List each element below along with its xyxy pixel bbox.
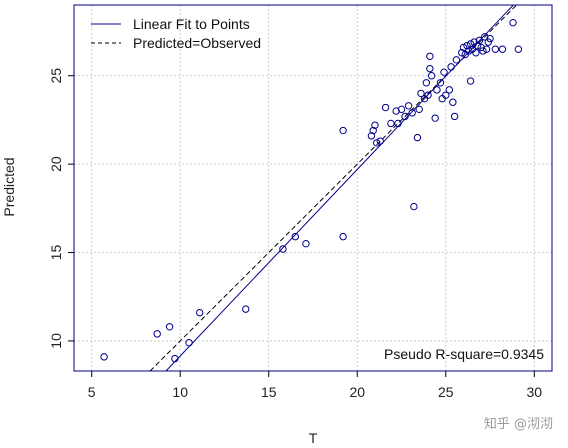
data-point — [100, 353, 108, 361]
data-point — [404, 102, 413, 110]
data-point — [413, 133, 422, 142]
identity-line-group — [149, 4, 517, 372]
data-point — [376, 137, 384, 145]
data-point — [367, 132, 376, 140]
data-point — [291, 232, 299, 241]
data-point — [410, 202, 418, 211]
fit-line — [165, 4, 514, 372]
data-point — [427, 72, 436, 80]
data-point — [465, 47, 473, 55]
x-tick-label: 30 — [527, 384, 543, 400]
data-point — [369, 126, 377, 135]
fit-line-group — [165, 4, 514, 372]
watermark: 知乎 @沏沏 — [484, 416, 553, 432]
data-point — [302, 239, 310, 248]
x-tick-label: 10 — [172, 384, 188, 400]
data-point — [185, 339, 193, 347]
data-point — [447, 63, 455, 71]
y-tick-label: 20 — [48, 156, 64, 172]
data-point — [401, 112, 409, 121]
y-tick-label: 10 — [48, 333, 64, 349]
data-point — [279, 245, 287, 253]
y-axis-title: Predicted — [1, 157, 17, 216]
data-point — [171, 354, 179, 363]
legend-label-identity: Predicted=Observed — [133, 35, 261, 51]
data-point — [431, 114, 439, 122]
data-point — [445, 86, 454, 94]
data-point — [438, 95, 446, 103]
data-point — [486, 34, 494, 43]
data-point — [472, 49, 480, 57]
data-point — [394, 119, 402, 128]
r-square-annotation: Pseudo R-square=0.9345 — [384, 346, 544, 362]
y-tick-label: 25 — [48, 68, 64, 84]
x-tick-label: 25 — [438, 384, 454, 400]
grid-lines — [74, 5, 552, 371]
x-tick-label: 5 — [88, 384, 96, 400]
data-point — [417, 89, 425, 98]
data-point — [422, 79, 431, 87]
data-point — [466, 40, 475, 48]
data-point — [426, 64, 434, 73]
data-point — [339, 126, 347, 135]
data-point — [452, 56, 461, 64]
data-point — [514, 45, 523, 53]
data-point — [498, 45, 507, 53]
data-point — [484, 38, 492, 46]
data-point — [479, 47, 487, 55]
data-point — [442, 91, 450, 99]
data-point — [509, 18, 517, 27]
data-point — [482, 45, 491, 53]
data-point — [458, 49, 466, 57]
data-point — [415, 105, 423, 114]
data-point — [397, 105, 406, 114]
data-point — [242, 305, 250, 313]
data-point — [381, 103, 390, 112]
data-point — [339, 232, 347, 241]
plot-frame — [73, 4, 553, 372]
data-point — [165, 323, 174, 331]
data-point — [373, 139, 381, 147]
data-point — [481, 33, 489, 41]
data-point — [426, 52, 434, 60]
x-axis: 5 10 15 20 25 30 — [88, 371, 542, 400]
identity-line — [149, 4, 517, 372]
data-point — [371, 121, 379, 129]
data-point — [475, 36, 484, 45]
data-point — [436, 79, 445, 87]
data-point — [387, 119, 395, 128]
legend-label-fit: Linear Fit to Points — [133, 16, 250, 32]
y-tick-label: 15 — [48, 245, 64, 261]
data-point — [153, 330, 161, 338]
legend: Linear Fit to Points Predicted=Observed — [91, 16, 261, 51]
y-axis: 10 15 20 25 — [48, 68, 74, 349]
data-point — [392, 107, 400, 115]
data-point — [440, 68, 448, 76]
data-point — [473, 41, 482, 50]
data-point — [449, 98, 457, 106]
data-point — [491, 45, 500, 53]
x-tick-label: 15 — [261, 384, 277, 400]
data-point — [477, 43, 485, 52]
x-axis-title: T — [309, 430, 318, 446]
data-point — [424, 91, 432, 99]
data-point — [466, 77, 475, 85]
data-point — [195, 308, 204, 317]
x-tick-label: 20 — [349, 384, 365, 400]
data-point — [450, 112, 459, 121]
data-point — [459, 43, 468, 52]
data-point — [408, 109, 416, 117]
data-point — [433, 86, 441, 94]
data-points — [100, 18, 523, 363]
data-point — [463, 41, 471, 50]
